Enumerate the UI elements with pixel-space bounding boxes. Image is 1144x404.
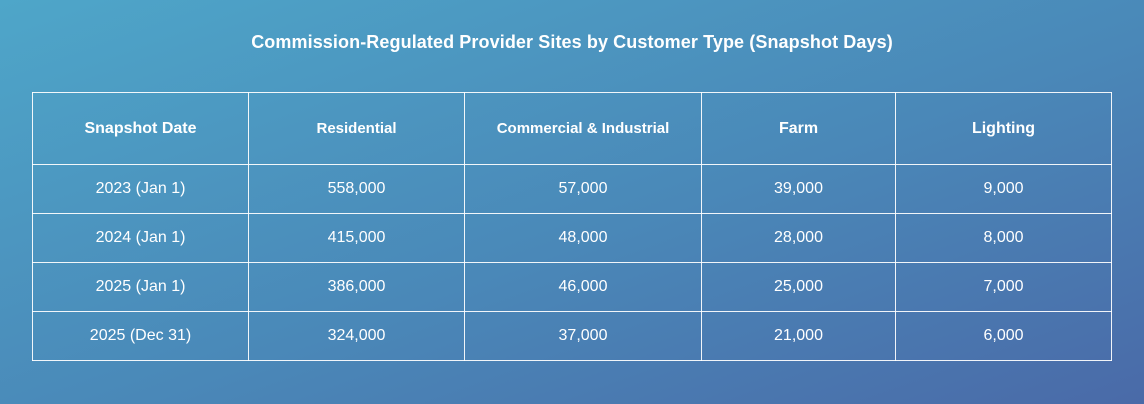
- table-row: 2025 (Dec 31) 324,000 37,000 21,000 6,00…: [32, 311, 1112, 361]
- cell-snapshot-date: 2025 (Jan 1): [32, 262, 249, 312]
- header-commercial-industrial: Commercial & Industrial: [464, 92, 702, 165]
- cell-farm: 21,000: [701, 311, 896, 361]
- cell-lighting: 8,000: [895, 213, 1112, 263]
- header-snapshot-date: Snapshot Date: [32, 92, 249, 165]
- cell-commercial-industrial: 57,000: [464, 164, 702, 214]
- header-lighting: Lighting: [895, 92, 1112, 165]
- table-row: 2025 (Jan 1) 386,000 46,000 25,000 7,000: [32, 262, 1112, 312]
- cell-residential: 324,000: [248, 311, 465, 361]
- header-farm: Farm: [701, 92, 896, 165]
- cell-farm: 28,000: [701, 213, 896, 263]
- cell-farm: 39,000: [701, 164, 896, 214]
- cell-lighting: 9,000: [895, 164, 1112, 214]
- data-table: Snapshot Date Residential Commercial & I…: [32, 92, 1112, 361]
- chart-title: Commission-Regulated Provider Sites by C…: [251, 32, 893, 52]
- table-header-row: Snapshot Date Residential Commercial & I…: [32, 92, 1112, 165]
- header-residential: Residential: [248, 92, 465, 165]
- cell-lighting: 6,000: [895, 311, 1112, 361]
- table-row: 2023 (Jan 1) 558,000 57,000 39,000 9,000: [32, 164, 1112, 214]
- cell-residential: 386,000: [248, 262, 465, 312]
- cell-snapshot-date: 2024 (Jan 1): [32, 213, 249, 263]
- table-row: 2024 (Jan 1) 415,000 48,000 28,000 8,000: [32, 213, 1112, 263]
- cell-farm: 25,000: [701, 262, 896, 312]
- cell-lighting: 7,000: [895, 262, 1112, 312]
- cell-residential: 558,000: [248, 164, 465, 214]
- cell-commercial-industrial: 37,000: [464, 311, 702, 361]
- cell-commercial-industrial: 48,000: [464, 213, 702, 263]
- cell-commercial-industrial: 46,000: [464, 262, 702, 312]
- cell-snapshot-date: 2025 (Dec 31): [32, 311, 249, 361]
- cell-snapshot-date: 2023 (Jan 1): [32, 164, 249, 214]
- cell-residential: 415,000: [248, 213, 465, 263]
